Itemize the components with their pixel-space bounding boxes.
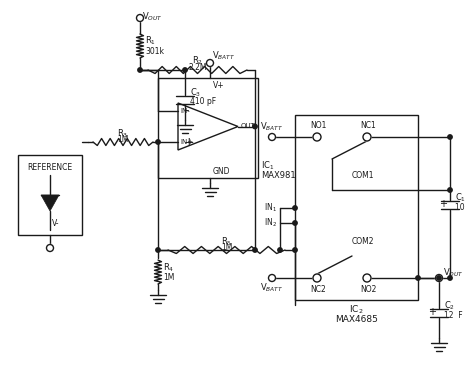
Text: +: +	[428, 307, 436, 317]
Circle shape	[436, 275, 442, 282]
Text: V$_{BATT}$: V$_{BATT}$	[260, 121, 284, 133]
Text: COM1: COM1	[352, 170, 374, 180]
Text: IN+: IN+	[180, 139, 193, 145]
Text: MAX4685: MAX4685	[335, 316, 378, 324]
Text: C$_2$: C$_2$	[444, 300, 455, 312]
Text: IC$_2$: IC$_2$	[349, 304, 364, 316]
Circle shape	[268, 275, 275, 282]
Text: NO1: NO1	[310, 121, 326, 131]
Text: R$_2$: R$_2$	[192, 55, 203, 67]
Circle shape	[206, 60, 213, 66]
Polygon shape	[41, 195, 59, 211]
Circle shape	[47, 244, 54, 251]
Circle shape	[293, 248, 297, 252]
Text: NC1: NC1	[360, 121, 376, 131]
Text: -: -	[184, 105, 188, 118]
Text: COM2: COM2	[352, 238, 374, 246]
Text: V$_{OUT}$: V$_{OUT}$	[142, 11, 163, 23]
Circle shape	[437, 276, 441, 280]
Circle shape	[313, 133, 321, 141]
Text: 2.2M: 2.2M	[188, 63, 207, 71]
Text: +: +	[184, 136, 195, 149]
Text: R$_3$: R$_3$	[118, 128, 129, 140]
Text: V$_{BATT}$: V$_{BATT}$	[212, 50, 235, 62]
Circle shape	[293, 206, 297, 210]
Circle shape	[278, 248, 282, 252]
Text: 10  F: 10 F	[455, 202, 470, 212]
Bar	[158, 78, 258, 178]
Circle shape	[416, 276, 420, 280]
Text: NO2: NO2	[360, 285, 376, 295]
Text: MAX981: MAX981	[261, 170, 296, 180]
Text: 410 pF: 410 pF	[190, 97, 216, 107]
Circle shape	[448, 135, 452, 139]
Text: R$_4$: R$_4$	[163, 262, 174, 274]
Text: GND: GND	[213, 167, 230, 175]
Bar	[18, 155, 82, 235]
Text: 1M: 1M	[118, 136, 129, 144]
Text: V$_{BATT}$: V$_{BATT}$	[260, 282, 284, 294]
Text: R$_5$: R$_5$	[221, 236, 232, 248]
Text: 12  F: 12 F	[444, 311, 462, 319]
Bar	[295, 115, 418, 300]
Circle shape	[363, 133, 371, 141]
Circle shape	[156, 248, 160, 252]
Text: NC2: NC2	[310, 285, 326, 295]
Text: +: +	[439, 199, 447, 209]
Text: OUT: OUT	[241, 123, 256, 129]
Text: IN-: IN-	[180, 108, 190, 114]
Circle shape	[156, 140, 160, 144]
Text: 1M: 1M	[163, 274, 174, 283]
Text: R$_1$: R$_1$	[145, 35, 156, 47]
Text: V-: V-	[52, 219, 60, 228]
Circle shape	[448, 276, 452, 280]
Circle shape	[138, 68, 142, 72]
Circle shape	[293, 221, 297, 225]
Text: 301k: 301k	[145, 47, 164, 55]
Circle shape	[253, 124, 257, 129]
Circle shape	[268, 133, 275, 141]
Circle shape	[253, 248, 257, 252]
Text: 1M: 1M	[221, 243, 232, 253]
Circle shape	[183, 68, 187, 72]
Text: V+: V+	[213, 81, 225, 89]
Text: IC$_1$: IC$_1$	[261, 160, 274, 172]
Text: C$_3$: C$_3$	[190, 87, 201, 99]
Text: V$_{OUT}$: V$_{OUT}$	[443, 267, 464, 279]
Text: REFERENCE: REFERENCE	[27, 162, 72, 172]
Circle shape	[313, 274, 321, 282]
Text: IN$_2$: IN$_2$	[264, 217, 277, 229]
Circle shape	[448, 188, 452, 192]
Text: C$_1$: C$_1$	[455, 192, 466, 204]
Text: IN$_1$: IN$_1$	[264, 202, 277, 214]
Circle shape	[363, 274, 371, 282]
Circle shape	[136, 15, 143, 21]
